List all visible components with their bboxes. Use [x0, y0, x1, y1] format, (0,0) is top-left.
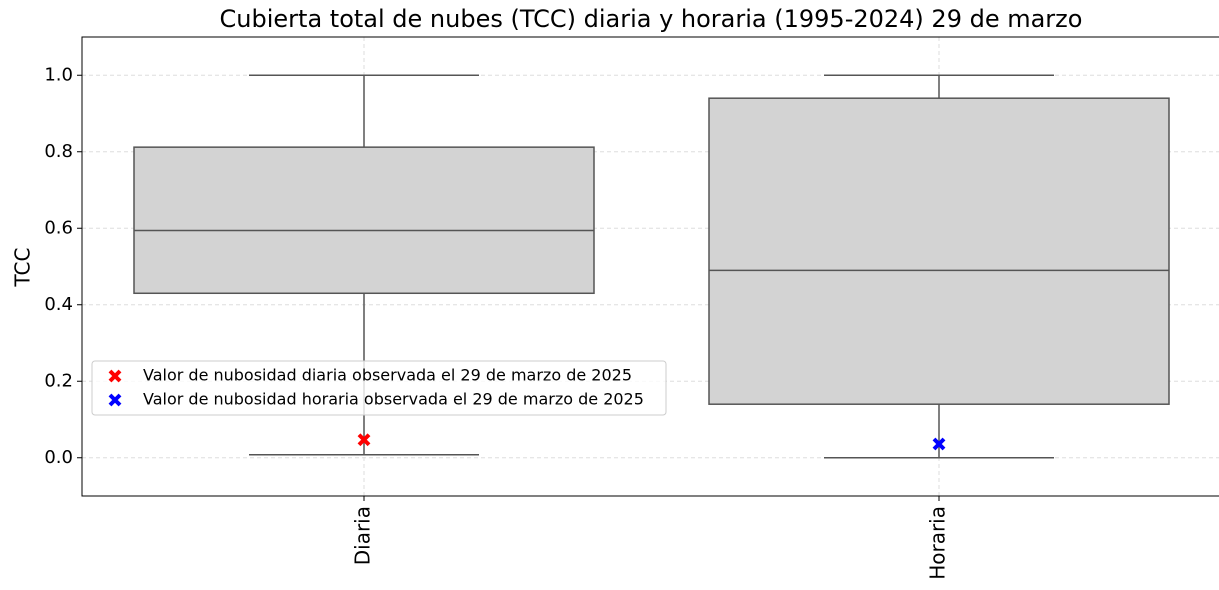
- observed-marker: [932, 437, 946, 451]
- y-tick-label: 0.2: [44, 370, 73, 391]
- legend-label: Valor de nubosidad diaria observada el 2…: [143, 366, 632, 385]
- chart-title: Cubierta total de nubes (TCC) diaria y h…: [220, 5, 1083, 33]
- y-axis-label: TCC: [11, 248, 35, 288]
- y-tick-label: 0.4: [44, 294, 73, 315]
- legend-label: Valor de nubosidad horaria observada el …: [143, 390, 644, 409]
- legend-marker: [108, 393, 122, 407]
- box: [708, 97, 1170, 405]
- legend-box: [91, 360, 667, 416]
- x-tick-label: Diaria: [351, 506, 375, 565]
- y-tick-label: 0.0: [44, 447, 73, 468]
- y-tick-label: 0.6: [44, 217, 73, 238]
- x-tick-label: Horaria: [926, 506, 950, 580]
- observed-marker: [357, 433, 371, 447]
- y-tick-label: 1.0: [44, 64, 73, 85]
- plot-frame: [81, 36, 1219, 497]
- box: [133, 146, 595, 295]
- y-tick-label: 0.8: [44, 141, 73, 162]
- legend: Valor de nubosidad diaria observada el 2…: [91, 360, 667, 416]
- legend-marker: [108, 369, 122, 383]
